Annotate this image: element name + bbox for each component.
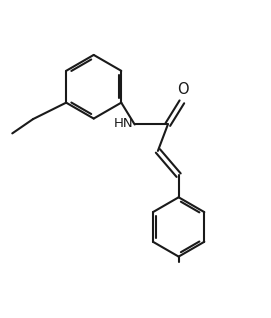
Text: O: O	[177, 82, 189, 97]
Text: HN: HN	[114, 117, 133, 130]
